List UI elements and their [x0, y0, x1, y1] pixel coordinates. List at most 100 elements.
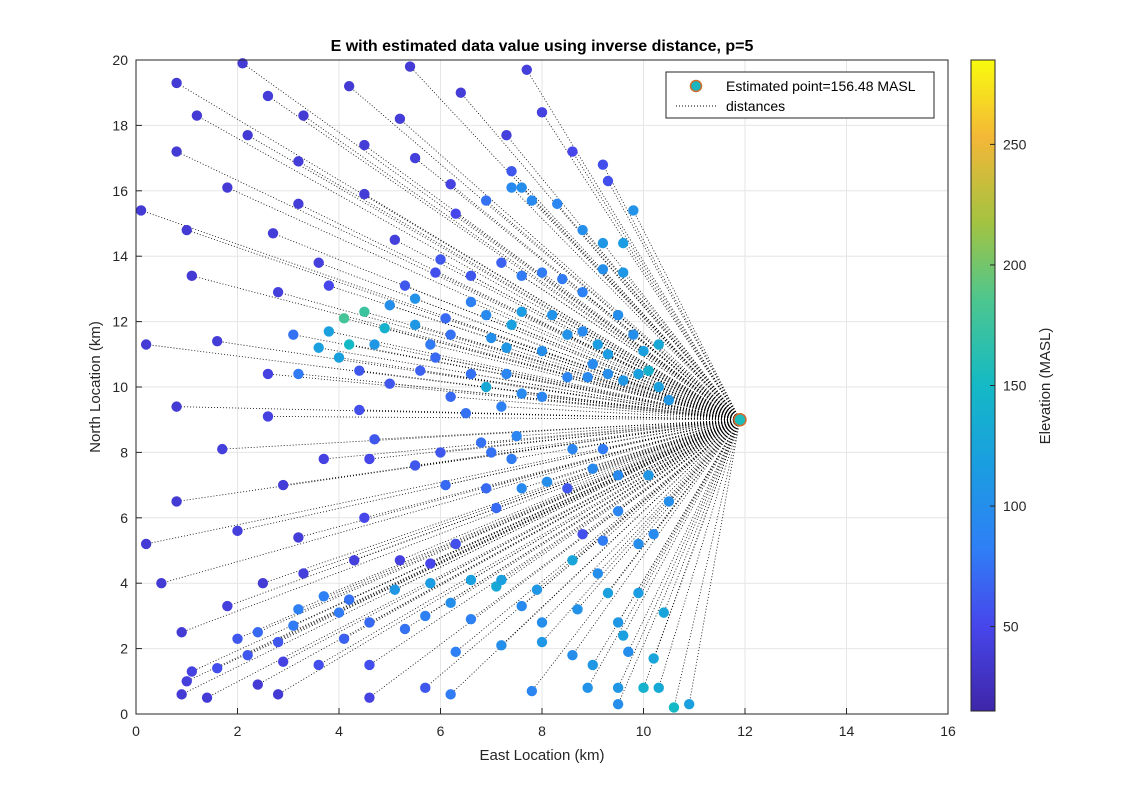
data-point [237, 58, 248, 69]
y-tick-label: 6 [120, 510, 128, 526]
data-point [242, 649, 253, 661]
data-point [541, 476, 553, 488]
distance-line [323, 419, 741, 597]
data-point [557, 273, 568, 285]
data-point [333, 607, 345, 618]
data-point [389, 234, 401, 246]
distance-line [506, 373, 741, 421]
data-point [293, 198, 304, 210]
data-point [653, 339, 664, 350]
data-point [262, 368, 274, 380]
distance-line [582, 331, 741, 421]
distance-line [526, 69, 741, 420]
data-point [638, 682, 649, 694]
data-point [293, 604, 304, 615]
distance-line [277, 419, 741, 695]
data-point [465, 368, 477, 380]
distance-line [541, 272, 741, 421]
y-tick-label: 16 [112, 183, 128, 199]
data-point [420, 610, 431, 622]
distance-line [415, 419, 740, 466]
data-point [409, 460, 421, 471]
data-point [486, 332, 497, 344]
y-ticks: 0 2 4 6 8 10 12 14 16 18 20 [112, 52, 142, 722]
data-point [272, 286, 284, 298]
data-points [135, 58, 747, 713]
data-point [359, 306, 370, 317]
distance-line [318, 419, 741, 666]
distance-line [688, 419, 741, 705]
data-point [343, 80, 355, 92]
data-point [501, 368, 512, 380]
distance-line [622, 419, 741, 636]
data-point [567, 146, 578, 157]
distance-line [298, 161, 741, 421]
data-point [293, 156, 304, 167]
data-point [399, 280, 411, 291]
distance-line [364, 144, 741, 421]
data-point [343, 339, 355, 350]
data-point [318, 591, 329, 602]
distance-line [206, 419, 741, 699]
data-point [506, 165, 517, 177]
data-point [562, 371, 573, 383]
x-tick-label: 8 [538, 723, 546, 739]
distance-line [176, 82, 741, 421]
data-point [222, 600, 233, 612]
data-point [288, 620, 299, 631]
data-point [430, 267, 441, 278]
y-tick-label: 4 [120, 575, 128, 591]
data-point [552, 198, 563, 210]
data-point [582, 371, 593, 383]
data-point [140, 538, 152, 550]
data-point [338, 633, 350, 644]
data-point [587, 463, 598, 474]
distance-line [622, 272, 741, 420]
data-point [506, 319, 517, 331]
distance-line [627, 419, 741, 653]
y-axis-label: North Location (km) [87, 321, 104, 453]
distance-line [445, 419, 741, 486]
data-point [633, 368, 644, 380]
data-point [323, 326, 335, 337]
distance-line [470, 419, 741, 620]
distance-line [369, 419, 741, 666]
data-point [359, 139, 370, 151]
data-point [415, 365, 426, 376]
x-tick-label: 6 [437, 723, 445, 739]
data-point [648, 653, 659, 664]
data-point [186, 666, 198, 677]
distance-line [277, 291, 741, 421]
data-point [272, 689, 284, 700]
x-tick-label: 0 [132, 723, 140, 739]
distance-line [303, 419, 741, 574]
legend-marker-estimated [689, 79, 703, 93]
data-point [531, 584, 543, 595]
data-point [638, 345, 649, 357]
distance-line [384, 327, 741, 421]
distance-line [597, 419, 741, 574]
data-point [536, 617, 548, 628]
data-point [536, 391, 548, 403]
data-point [359, 188, 370, 200]
x-tick-label: 10 [636, 723, 652, 739]
y-tick-label: 12 [112, 314, 128, 330]
data-point [663, 496, 675, 507]
data-point [516, 388, 527, 399]
data-point [683, 698, 695, 710]
data-point [577, 286, 588, 298]
distance-line [658, 344, 741, 420]
data-point [450, 646, 461, 658]
distance-line [582, 419, 741, 535]
distance-line [227, 419, 741, 607]
data-point [394, 555, 406, 566]
distance-line [298, 373, 740, 421]
distance-line [607, 353, 741, 421]
data-point [516, 270, 527, 282]
data-point [435, 254, 446, 265]
distance-line [501, 406, 740, 421]
y-tick-label: 2 [120, 641, 128, 657]
data-point [491, 502, 502, 514]
data-point [577, 224, 588, 236]
